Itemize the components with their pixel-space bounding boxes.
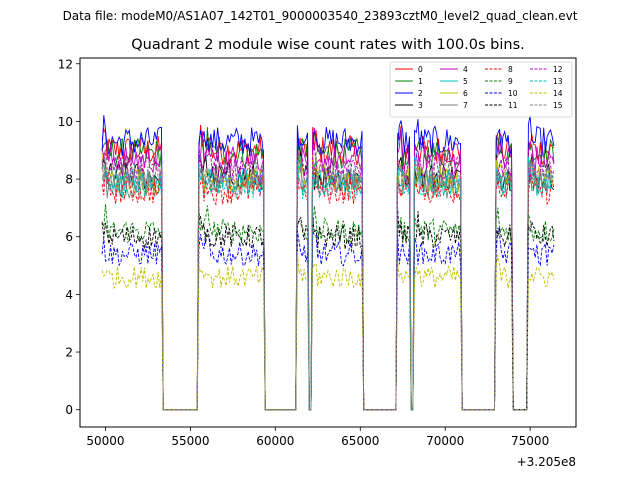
legend-label-14: 14 — [553, 89, 563, 98]
x-offset-label: +3.205e8 — [517, 455, 576, 469]
legend-label-10: 10 — [508, 89, 518, 98]
legend-label-5: 5 — [463, 77, 468, 86]
y-tick-label: 12 — [58, 57, 73, 71]
x-tick-label: 55000 — [171, 434, 209, 448]
y-tick-label: 6 — [65, 230, 73, 244]
x-tick-label: 60000 — [256, 434, 294, 448]
legend-label-2: 2 — [418, 89, 423, 98]
legend-label-6: 6 — [463, 89, 468, 98]
y-tick-label: 2 — [65, 346, 73, 360]
legend-label-4: 4 — [463, 65, 468, 74]
legend-label-11: 11 — [508, 101, 518, 110]
legend-label-7: 7 — [463, 101, 468, 110]
chart-title: Quadrant 2 module wise count rates with … — [131, 37, 525, 53]
series-line-15 — [101, 149, 555, 411]
y-tick-label: 4 — [65, 288, 73, 302]
x-tick-label: 50000 — [86, 434, 124, 448]
legend-frame — [389, 61, 573, 118]
y-tick-label: 8 — [65, 173, 73, 187]
legend-label-3: 3 — [418, 101, 423, 110]
y-axis: 0 2 4 6 8 10 12 — [58, 57, 80, 417]
plot-frame — [79, 57, 577, 428]
x-tick-label: 70000 — [426, 434, 464, 448]
y-tick-label: 10 — [58, 115, 73, 129]
x-tick-label: 65000 — [341, 434, 379, 448]
legend-label-12: 12 — [553, 65, 563, 74]
figure-suptitle: Data file: modeM0/AS1A07_142T01_90000035… — [63, 9, 578, 23]
legend-label-13: 13 — [553, 77, 563, 86]
y-tick-label: 0 — [65, 403, 73, 417]
legend-label-0: 0 — [418, 65, 423, 74]
legend-label-8: 8 — [508, 65, 513, 74]
legend-label-1: 1 — [418, 77, 423, 86]
x-tick-label: 75000 — [511, 434, 549, 448]
legend-label-15: 15 — [553, 101, 563, 110]
legend-label-9: 9 — [508, 77, 513, 86]
x-axis: 50000 55000 60000 65000 70000 75000 — [86, 427, 549, 448]
series-layer — [101, 115, 555, 411]
